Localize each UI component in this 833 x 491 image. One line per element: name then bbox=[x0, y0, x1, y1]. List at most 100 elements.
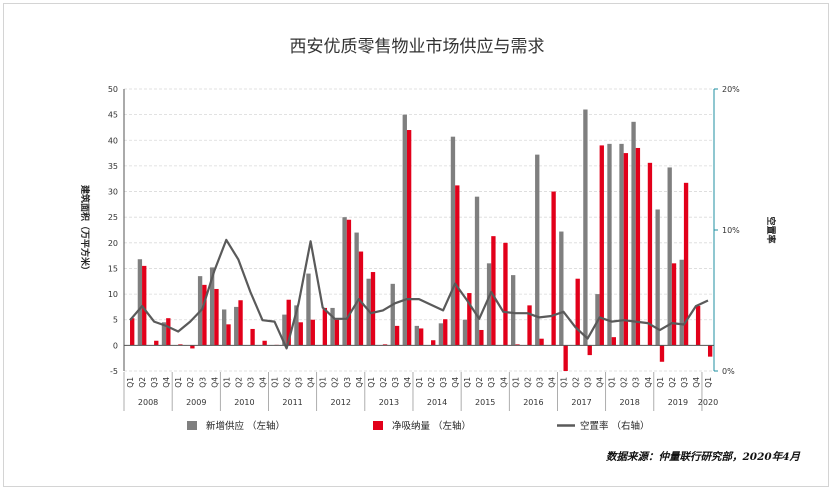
quarter-label: Q3 bbox=[150, 377, 159, 388]
quarter-label: Q4 bbox=[596, 377, 605, 388]
bar-net-absorption bbox=[491, 236, 496, 346]
quarter-label: Q2 bbox=[138, 377, 147, 388]
y-axis-label-left: 建筑面积（万平方米） bbox=[79, 185, 91, 275]
quarter-label: Q3 bbox=[246, 377, 255, 388]
bar-net-absorption bbox=[130, 318, 135, 346]
quarter-label: Q1 bbox=[367, 377, 376, 388]
year-label: 2016 bbox=[523, 398, 543, 407]
bar-net-absorption bbox=[202, 284, 207, 346]
bar-net-absorption bbox=[406, 130, 412, 346]
left-axis-ticks: -5 0 5 10 15 20 25 30 35 40 45 50 bbox=[108, 85, 118, 376]
chart-frame: 西安优质零售物业市场供应与需求 -5 0 5 10 15 20 25 30 35 40 45 50 0… bbox=[3, 3, 829, 487]
quarter-label: Q4 bbox=[644, 377, 653, 388]
quarter-label: Q1 bbox=[222, 377, 231, 388]
bar-net-absorption bbox=[262, 340, 267, 346]
bar-new-supply bbox=[438, 323, 444, 346]
year-label: 2017 bbox=[571, 398, 591, 407]
quarter-label: Q1 bbox=[608, 377, 617, 388]
bar-net-absorption bbox=[214, 288, 219, 346]
bar-net-absorption bbox=[551, 191, 556, 346]
chart-title: 西安优质零售物业市场供应与需求 bbox=[290, 37, 545, 57]
bar-net-absorption bbox=[154, 340, 159, 346]
bar-new-supply bbox=[330, 307, 335, 346]
quarter-label: Q2 bbox=[427, 377, 436, 388]
y-axis-label-right: 空置率 bbox=[765, 216, 777, 243]
bar-net-absorption bbox=[419, 328, 424, 346]
quarter-label: Q4 bbox=[355, 377, 364, 388]
quarter-label: Q2 bbox=[572, 377, 581, 388]
quarter-label: Q3 bbox=[680, 377, 689, 388]
legend-swatch-new-supply bbox=[187, 421, 197, 430]
bar-net-absorption bbox=[238, 300, 243, 346]
bar-net-absorption bbox=[611, 337, 616, 346]
bar-net-absorption bbox=[250, 328, 255, 346]
bar-new-supply bbox=[306, 273, 311, 346]
year-label: 2015 bbox=[475, 398, 495, 407]
legend-label: 新增供应 （左轴） bbox=[206, 420, 285, 432]
quarter-label: Q2 bbox=[283, 377, 292, 388]
quarter-label: Q4 bbox=[162, 377, 171, 388]
left-tick-label: 20 bbox=[108, 239, 118, 248]
bar-new-supply bbox=[619, 143, 624, 346]
bar-new-supply bbox=[679, 259, 684, 346]
left-tick-label: 50 bbox=[108, 85, 118, 94]
bar-new-supply bbox=[222, 309, 227, 346]
bar-new-supply bbox=[209, 267, 215, 346]
bar-new-supply bbox=[282, 314, 287, 346]
quarter-label: Q3 bbox=[439, 377, 448, 388]
bar-new-supply bbox=[234, 306, 239, 346]
legend-label: 净吸纳量 （左轴） bbox=[392, 420, 471, 432]
quarter-label: Q3 bbox=[295, 377, 304, 388]
bar-net-absorption bbox=[298, 322, 303, 346]
year-label: 2020 bbox=[698, 398, 718, 407]
bar-new-supply bbox=[342, 217, 347, 346]
quarter-label: Q2 bbox=[475, 377, 484, 388]
year-label: 2014 bbox=[427, 398, 447, 407]
quarter-label: Q1 bbox=[319, 377, 328, 388]
bar-new-supply bbox=[583, 109, 588, 346]
bar-new-supply bbox=[161, 322, 167, 346]
bar-new-supply bbox=[354, 232, 359, 346]
quarter-label: Q1 bbox=[126, 377, 135, 388]
bar-new-supply bbox=[631, 121, 636, 346]
bar-net-absorption bbox=[166, 318, 171, 346]
quarter-label: Q2 bbox=[331, 377, 340, 388]
bar-net-absorption bbox=[575, 278, 580, 346]
bar-new-supply bbox=[655, 209, 660, 346]
bar-new-supply bbox=[510, 275, 516, 346]
left-tick-label: 45 bbox=[108, 111, 118, 120]
legend-swatch-net-absorption bbox=[373, 421, 383, 430]
quarter-label: Q2 bbox=[379, 377, 388, 388]
year-label: 2018 bbox=[620, 398, 640, 407]
bar-net-absorption bbox=[190, 345, 195, 349]
bar-net-absorption bbox=[455, 185, 460, 346]
bar-net-absorption bbox=[635, 147, 641, 346]
quarter-label: Q2 bbox=[620, 377, 629, 388]
left-tick-label: 25 bbox=[108, 213, 118, 222]
right-axis-ticks: 0% 10% 20% bbox=[714, 85, 740, 376]
bar-new-supply bbox=[535, 154, 540, 346]
bar-net-absorption bbox=[286, 299, 291, 346]
year-label: 2013 bbox=[379, 398, 399, 407]
quarter-label: Q3 bbox=[343, 377, 352, 388]
bar-new-supply bbox=[559, 231, 564, 346]
bar-net-absorption bbox=[503, 242, 508, 346]
quarter-label: Q4 bbox=[403, 377, 412, 388]
bar-net-absorption bbox=[142, 265, 147, 346]
bar-new-supply bbox=[390, 283, 395, 346]
left-tick-label: 35 bbox=[108, 162, 118, 171]
quarter-label: Q2 bbox=[668, 377, 677, 388]
bar-net-absorption bbox=[539, 338, 544, 346]
bar-net-absorption bbox=[382, 344, 388, 346]
bar-net-absorption bbox=[322, 307, 328, 346]
vacancy-rate-line bbox=[129, 238, 709, 350]
quarter-label: Q1 bbox=[656, 377, 665, 388]
bar-net-absorption bbox=[479, 329, 484, 346]
bar-new-supply bbox=[667, 167, 672, 346]
quarter-label: Q2 bbox=[234, 377, 243, 388]
year-label: 2011 bbox=[282, 398, 302, 407]
quarter-label: Q1 bbox=[463, 377, 472, 388]
year-label: 2008 bbox=[138, 398, 158, 407]
left-tick-label: 10 bbox=[108, 290, 118, 299]
x-axis-labels: Q1 Q2 Q3 Q4 Q1 Q2 Q3 Q4 Q1 Q2 Q3 Q4 Q1 Q2 Q3 Q4 Q1 Q2 Q3 Q4… bbox=[123, 372, 718, 411]
